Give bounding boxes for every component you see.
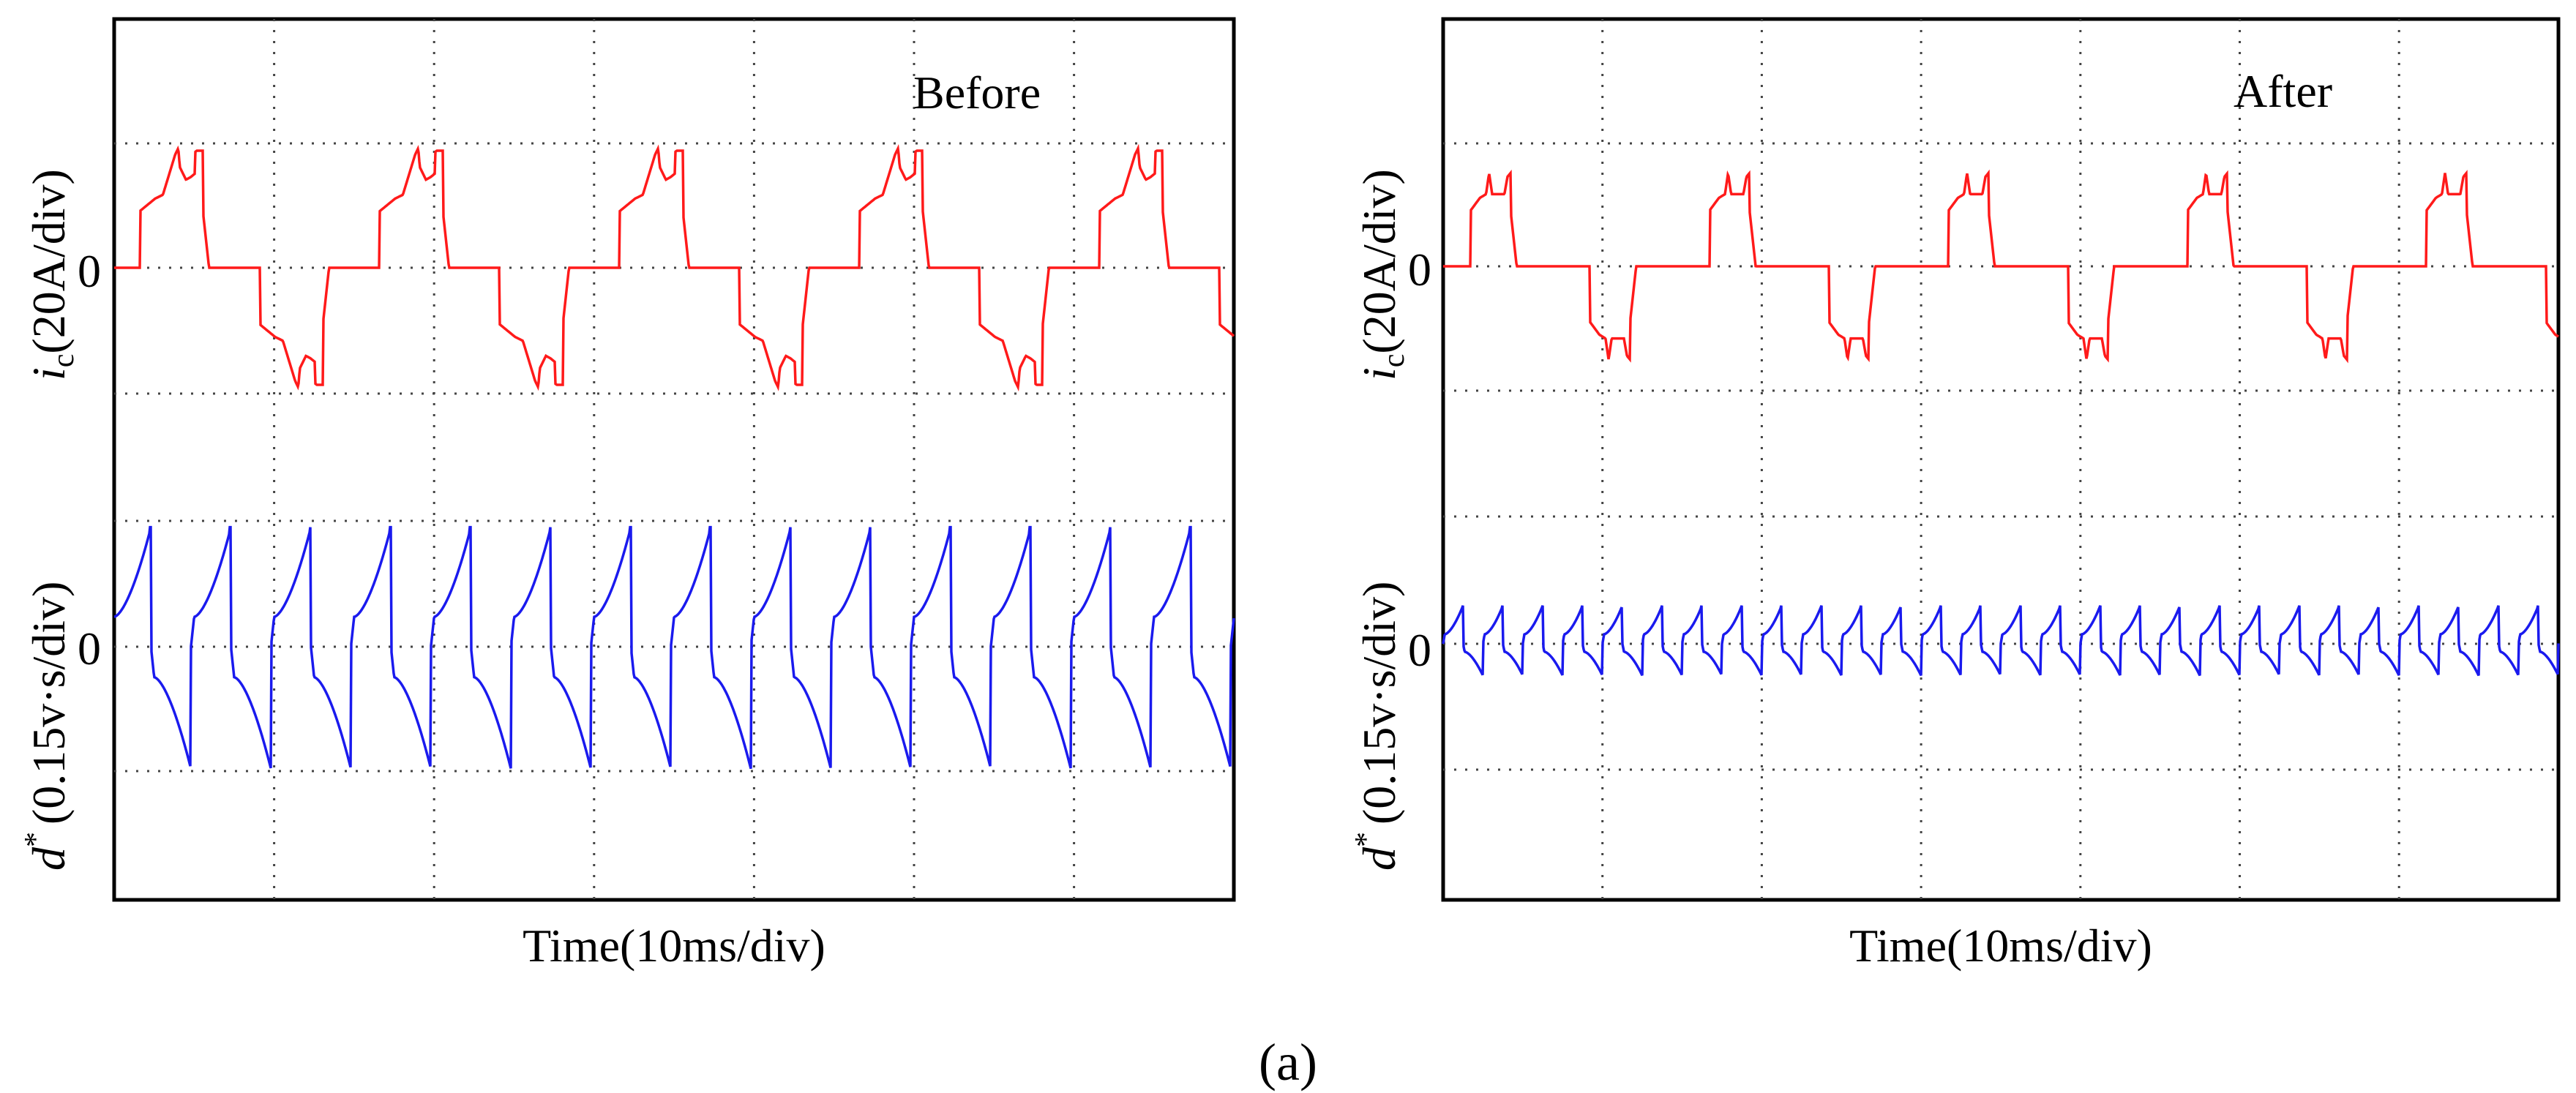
zero-label-flux: 0	[1408, 624, 1431, 676]
annotation-label: Before	[913, 67, 1041, 119]
series-flux-dstar	[1442, 605, 2560, 677]
series-flux-dstar	[113, 525, 1235, 770]
zero-label-flux: 0	[78, 623, 101, 675]
grid-lines	[1443, 19, 2558, 900]
ylabel-unit: (0.15v·s/div)	[1353, 582, 1405, 825]
ylabel-symbol: d	[23, 846, 75, 871]
grid-lines	[114, 19, 1234, 900]
y-axis-label-flux: d* (0.15v·s/div)	[19, 582, 75, 871]
ylabel-unit: (20A/div)	[23, 169, 75, 353]
annotation-label: After	[2234, 65, 2332, 117]
figure-caption: (a)	[1259, 1033, 1317, 1092]
waveforms	[1442, 169, 2560, 677]
y-axis-label-flux: d* (0.15v·s/div)	[1349, 582, 1405, 871]
ylabel-symbol: i	[23, 367, 75, 380]
ylabel-subscript: c	[47, 354, 80, 368]
ylabel-unit: (0.15v·s/div)	[23, 582, 75, 825]
oscilloscope-panel-after: After 0 0 ic(20A/div) d* (0.15v·s/div) Ti…	[1349, 17, 2561, 972]
plot-frame	[1441, 17, 2561, 902]
oscilloscope-panel-before: Before 0 0 ic(20A/div) d* (0.15v·s/div) T…	[19, 17, 1236, 972]
ylabel-symbol: d	[1353, 846, 1405, 871]
ylabel-superscript: *	[1349, 832, 1383, 847]
series-current-ic	[114, 143, 1235, 392]
y-axis-label-current: ic(20A/div)	[23, 169, 80, 380]
ylabel-unit: (20A/div)	[1353, 169, 1405, 353]
series-current-ic	[1443, 169, 2559, 364]
y-axis-label-current: ic(20A/div)	[1353, 169, 1411, 380]
ylabel-symbol: i	[1353, 367, 1405, 380]
waveforms	[113, 143, 1235, 770]
zero-label-current: 0	[78, 245, 101, 297]
ylabel-subscript: c	[1377, 354, 1411, 368]
zero-label-current: 0	[1408, 244, 1431, 296]
x-axis-label: Time(10ms/div)	[523, 920, 825, 972]
plot-frame	[112, 17, 1236, 902]
x-axis-label: Time(10ms/div)	[1849, 920, 2152, 972]
ylabel-superscript: *	[19, 832, 53, 847]
